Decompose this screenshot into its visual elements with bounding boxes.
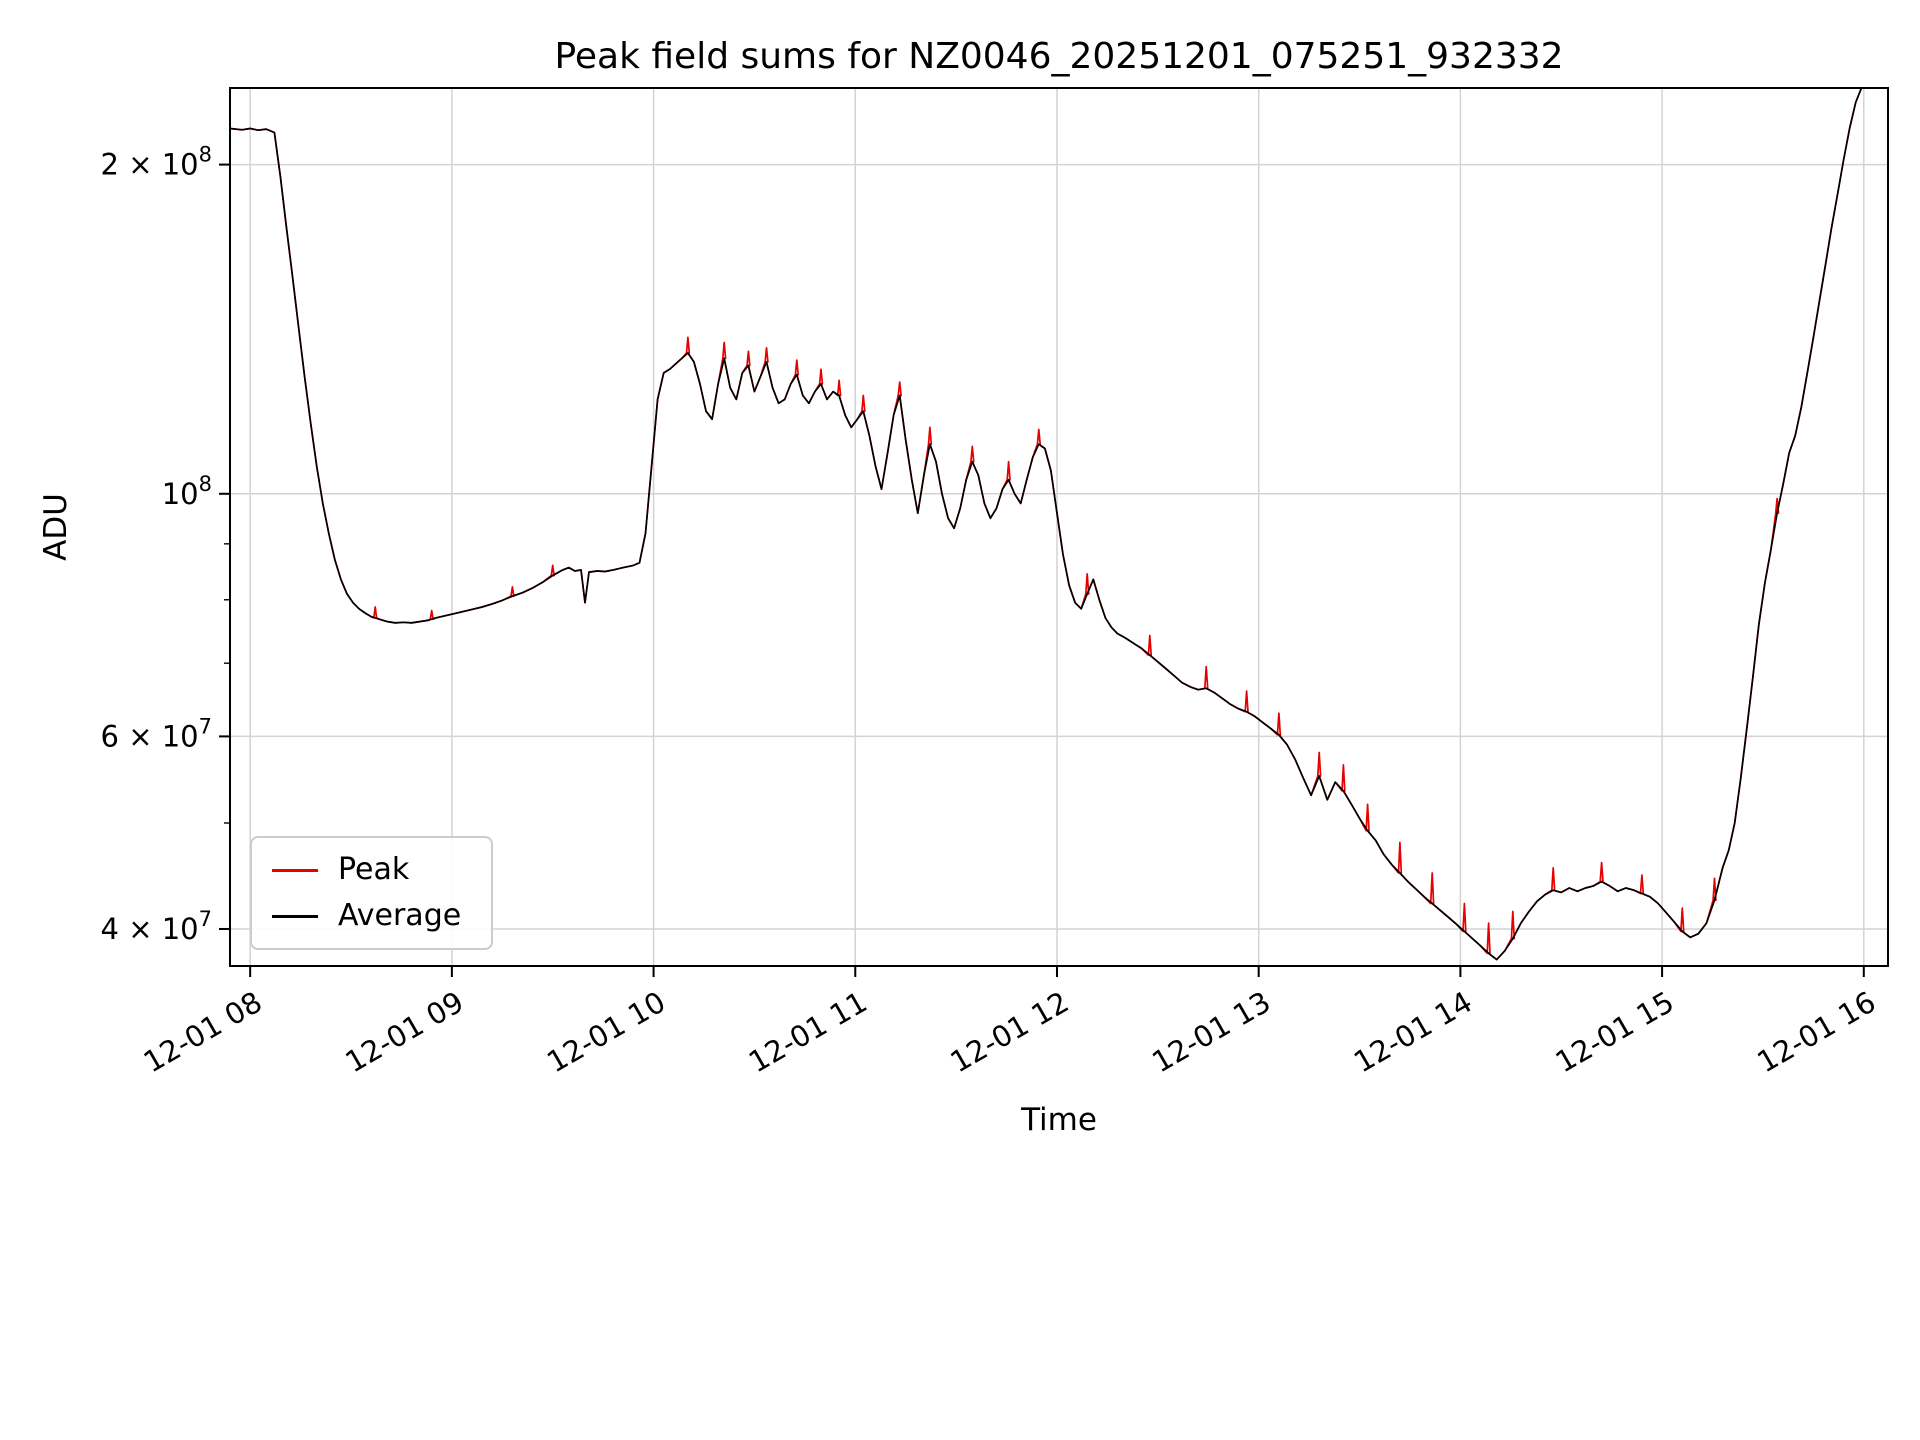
average-line (230, 88, 1863, 961)
x-axis-label: Time (1020, 1102, 1097, 1138)
legend-label-peak: Peak (338, 852, 410, 887)
y-axis-label: ADU (38, 493, 74, 561)
chart-title: Peak field sums for NZ0046_20251201_0752… (554, 36, 1563, 77)
legend-item-average: Average (272, 898, 461, 934)
y-tick-label: 4 × 107 (101, 907, 212, 946)
x-tick-label: 12-01 08 (138, 985, 268, 1080)
x-tick-label: 12-01 14 (1348, 985, 1478, 1080)
x-tick-label: 12-01 12 (945, 985, 1075, 1080)
axis-ticks (219, 163, 1865, 977)
x-tick-label: 12-01 11 (743, 985, 873, 1080)
x-tick-label: 12-01 16 (1751, 985, 1881, 1080)
x-tick-label: 12-01 10 (541, 985, 671, 1080)
peak-line (230, 88, 1863, 961)
legend-label-average: Average (338, 898, 462, 933)
average-line-swatch (272, 914, 318, 918)
x-tick-label: 12-01 15 (1550, 985, 1680, 1080)
y-tick-label: 2 × 108 (101, 143, 212, 182)
x-tick-label: 12-01 09 (339, 985, 469, 1080)
legend-item-peak: Peak (272, 852, 461, 888)
legend: Peak Average (250, 836, 494, 950)
y-tick-label: 6 × 107 (101, 714, 212, 753)
y-tick-label: 108 (162, 472, 212, 511)
grid-lines (230, 88, 1888, 966)
peak-line-swatch (272, 868, 318, 872)
plot-border (229, 87, 1889, 967)
x-tick-label: 12-01 13 (1146, 985, 1276, 1080)
